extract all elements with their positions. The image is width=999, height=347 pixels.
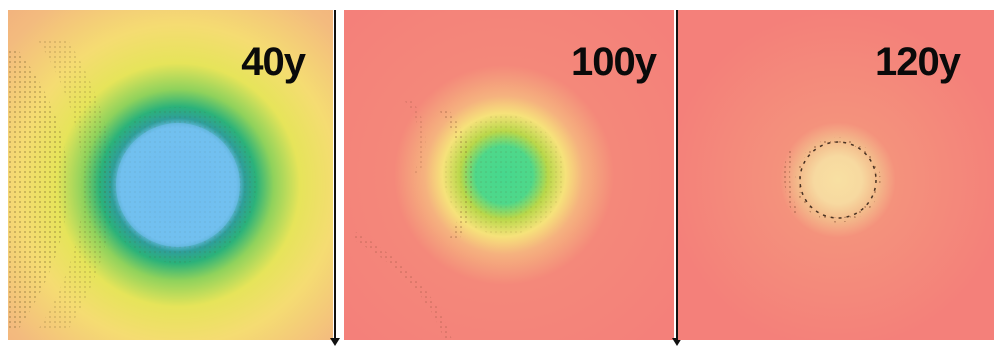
time-label: 120y: [875, 40, 961, 84]
panel-100y: 100y: [344, 10, 674, 340]
heatmap-40y: [8, 10, 333, 340]
divider-left: [334, 10, 336, 340]
time-label: 100y: [571, 40, 657, 84]
arrow-down-icon: [672, 338, 682, 346]
arrow-down-icon: [330, 338, 340, 346]
heatmap-100y: [344, 10, 674, 340]
time-label: 40y: [241, 40, 306, 84]
divider-right: [676, 10, 678, 340]
heatmap-120y: [678, 10, 994, 340]
panel-120y: 120y: [678, 10, 994, 340]
panel-40y: 40y: [8, 10, 333, 340]
